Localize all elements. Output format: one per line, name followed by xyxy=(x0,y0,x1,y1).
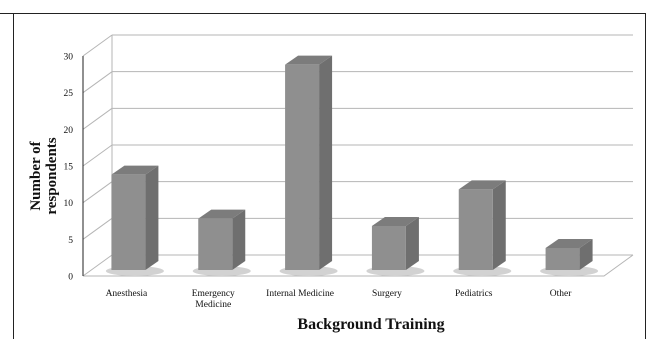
bar-front xyxy=(285,64,320,271)
gridline-side xyxy=(82,107,113,130)
category-labels: Anesthesia Emergency Medicine Internal Medi… xyxy=(106,289,573,310)
gridline-side xyxy=(82,217,113,240)
category-label: Surgery xyxy=(372,289,402,299)
y-tick-label: 10 xyxy=(64,199,74,209)
y-tick-label: 30 xyxy=(64,53,74,63)
y-tick-label: 20 xyxy=(64,126,74,136)
bar xyxy=(279,55,338,276)
bar xyxy=(366,217,425,276)
category-label: Emergency Medicine xyxy=(192,289,235,310)
category-label: Anesthesia xyxy=(106,289,148,299)
bar xyxy=(192,209,251,276)
frame-top-border xyxy=(0,13,646,14)
bar-top xyxy=(371,217,419,226)
bar xyxy=(540,239,599,276)
y-tick-labels: 0 5 10 15 20 25 30 xyxy=(64,53,74,283)
bar-front xyxy=(458,189,493,270)
bar-front xyxy=(198,218,233,270)
bar xyxy=(105,165,164,276)
y-axis-label: Number ofrespondents xyxy=(28,137,60,214)
bar-side xyxy=(145,165,159,270)
bars-layer xyxy=(105,55,599,276)
bar-front xyxy=(371,226,406,270)
category-label: Pediatrics xyxy=(455,289,493,299)
gridline-side xyxy=(82,34,113,57)
y-tick-label: 5 xyxy=(68,236,73,246)
gridline-side xyxy=(82,254,113,277)
bar-top xyxy=(198,209,246,219)
y-tick-label: 25 xyxy=(64,89,74,99)
bar-top xyxy=(111,165,159,175)
bar-top xyxy=(545,239,593,248)
gridline-side xyxy=(82,144,113,167)
bar-front xyxy=(545,248,580,270)
gridline-side xyxy=(82,181,113,204)
category-label: Other xyxy=(550,289,572,299)
gridline-side xyxy=(82,71,113,94)
bar-side xyxy=(319,55,333,270)
y-tick-label: 15 xyxy=(64,163,74,173)
bar-front xyxy=(111,174,146,270)
bar-top xyxy=(458,180,506,190)
frame-left-border xyxy=(13,13,14,339)
y-tick-label: 0 xyxy=(68,273,73,283)
bar-side xyxy=(405,217,419,270)
floor-edge xyxy=(83,254,634,277)
bar xyxy=(453,180,512,276)
bar-side xyxy=(232,209,246,270)
category-label: Internal Medicine xyxy=(266,289,334,299)
bar-side xyxy=(492,180,506,270)
grid-layer xyxy=(82,34,634,277)
x-axis-label: Background Training xyxy=(297,316,444,333)
bar-top xyxy=(285,55,333,65)
bar-side xyxy=(579,239,593,270)
